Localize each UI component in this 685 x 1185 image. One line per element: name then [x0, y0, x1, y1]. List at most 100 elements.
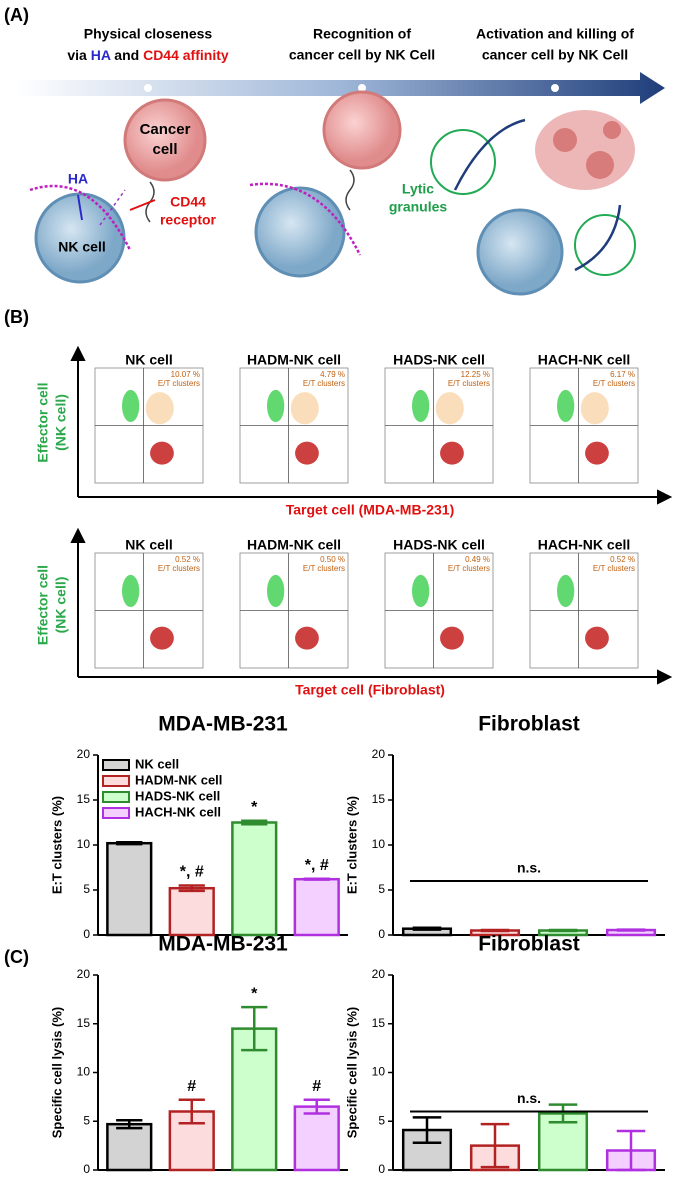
effector-cluster [267, 389, 285, 423]
ns-label: n.s. [517, 860, 541, 876]
significance-label: # [187, 1078, 196, 1095]
chart-title: Fibroblast [478, 713, 580, 736]
error-bar [548, 928, 578, 933]
legend-entry: HACH-NK cell [135, 804, 221, 819]
y-tick-label: 10 [77, 1065, 91, 1079]
step-text-part: CD44 affinity [143, 47, 229, 63]
legend-entry: NK cell [135, 756, 179, 771]
step-text: Physical closeness [84, 26, 213, 42]
error-bar [241, 819, 268, 826]
plot-title: NK cell [125, 537, 172, 553]
gate-percent: 0.52 % [610, 555, 635, 564]
effector-cluster [122, 389, 140, 423]
target-cluster [295, 626, 319, 650]
y-tick-label: 20 [77, 967, 91, 981]
y-tick-label: 5 [378, 882, 385, 896]
y-tick-label: 15 [372, 1016, 386, 1030]
target-cluster [295, 441, 319, 465]
chart-title: MDA-MB-231 [158, 713, 288, 736]
y-axis-label: E:T clusters (%) [49, 796, 64, 894]
bar [106, 1122, 153, 1172]
significance-label: *, # [180, 864, 204, 881]
error-bar [548, 1103, 578, 1124]
y-axis-label: Specific cell lysis (%) [49, 1007, 64, 1139]
step-text: cancer cell by NK Cell [482, 47, 628, 63]
gate-label: E/T clusters [303, 379, 345, 388]
y-tick-label: 5 [83, 1113, 90, 1127]
error-bar [116, 1119, 143, 1130]
error-bar [412, 926, 442, 931]
error-bar [116, 841, 143, 846]
lytic-label: Lytic [402, 181, 434, 197]
chart-title: MDA-MB-231 [158, 933, 288, 956]
error-bar [480, 928, 510, 933]
effector-cluster [122, 574, 140, 608]
legend-swatch [102, 807, 130, 819]
legend-entry: HADS-NK cell [135, 788, 220, 803]
cd44-label: receptor [160, 212, 217, 228]
error-bar [616, 928, 646, 932]
gate-label: E/T clusters [448, 564, 490, 573]
step-text: Recognition of [313, 26, 411, 42]
target-cluster [440, 626, 464, 650]
y-tick-label: 0 [378, 1162, 385, 1176]
y-tick-label: 0 [378, 927, 385, 941]
error-bar [412, 1116, 442, 1144]
y-axis-label: (NK cell) [53, 577, 69, 634]
y-axis-label: Specific cell lysis (%) [344, 1007, 359, 1139]
cells-illustration [29, 90, 636, 296]
cd44-label: CD44 [170, 194, 206, 210]
y-tick-label: 10 [372, 1065, 386, 1079]
error-bar [616, 1129, 646, 1172]
y-tick-label: 10 [77, 837, 91, 851]
et-cluster [145, 392, 174, 425]
bar [106, 841, 153, 937]
y-tick-label: 20 [372, 967, 386, 981]
step-text-part: via [67, 47, 90, 63]
y-axis-label: (NK cell) [53, 394, 69, 451]
error-bar [178, 884, 205, 893]
step-text: via HA and CD44 affinity [67, 47, 229, 63]
y-tick-label: 0 [83, 927, 90, 941]
x-axis-label: Target cell (MDA-MB-231) [286, 502, 455, 518]
target-cluster [585, 441, 609, 465]
bar [231, 821, 278, 937]
gate-label: E/T clusters [448, 379, 490, 388]
y-axis-label: Effector cell [35, 565, 51, 645]
bar [168, 886, 215, 937]
gate-percent: 0.50 % [320, 555, 345, 564]
gate-label: E/T clusters [158, 379, 200, 388]
x-axis-label: Target cell (Fibroblast) [295, 682, 445, 698]
y-axis-label: Effector cell [35, 382, 51, 462]
cell-label: Cancer [140, 121, 191, 138]
significance-label: * [251, 985, 258, 1002]
y-tick-label: 5 [378, 1113, 385, 1127]
bar [231, 1027, 278, 1172]
plot-title: HADM-NK cell [247, 352, 341, 368]
ha-label: HA [68, 171, 88, 187]
step-text-part: and [110, 47, 143, 63]
et-cluster [435, 392, 464, 425]
gate-percent: 10.07 % [171, 370, 200, 379]
panel-label: (C) [4, 947, 29, 967]
gate-percent: 12.25 % [461, 370, 490, 379]
target-cluster [440, 441, 464, 465]
et-cluster [580, 392, 609, 425]
timeline [15, 72, 665, 104]
lytic-label: granules [389, 199, 448, 215]
y-axis-label: E:T clusters (%) [344, 796, 359, 894]
y-tick-label: 20 [372, 747, 386, 761]
legend-entry: HADM-NK cell [135, 772, 222, 787]
flow-axes [70, 345, 673, 685]
step-text: cancer cell by NK Cell [289, 47, 435, 63]
step-text: Activation and killing of [476, 26, 634, 42]
y-tick-label: 5 [83, 882, 90, 896]
gate-percent: 4.79 % [320, 370, 345, 379]
y-tick-label: 15 [77, 792, 91, 806]
plot-title: HACH-NK cell [538, 352, 631, 368]
legend-swatch [102, 759, 130, 771]
chart-title: Fibroblast [478, 933, 580, 956]
error-bar [480, 1122, 510, 1169]
gate-label: E/T clusters [303, 564, 345, 573]
